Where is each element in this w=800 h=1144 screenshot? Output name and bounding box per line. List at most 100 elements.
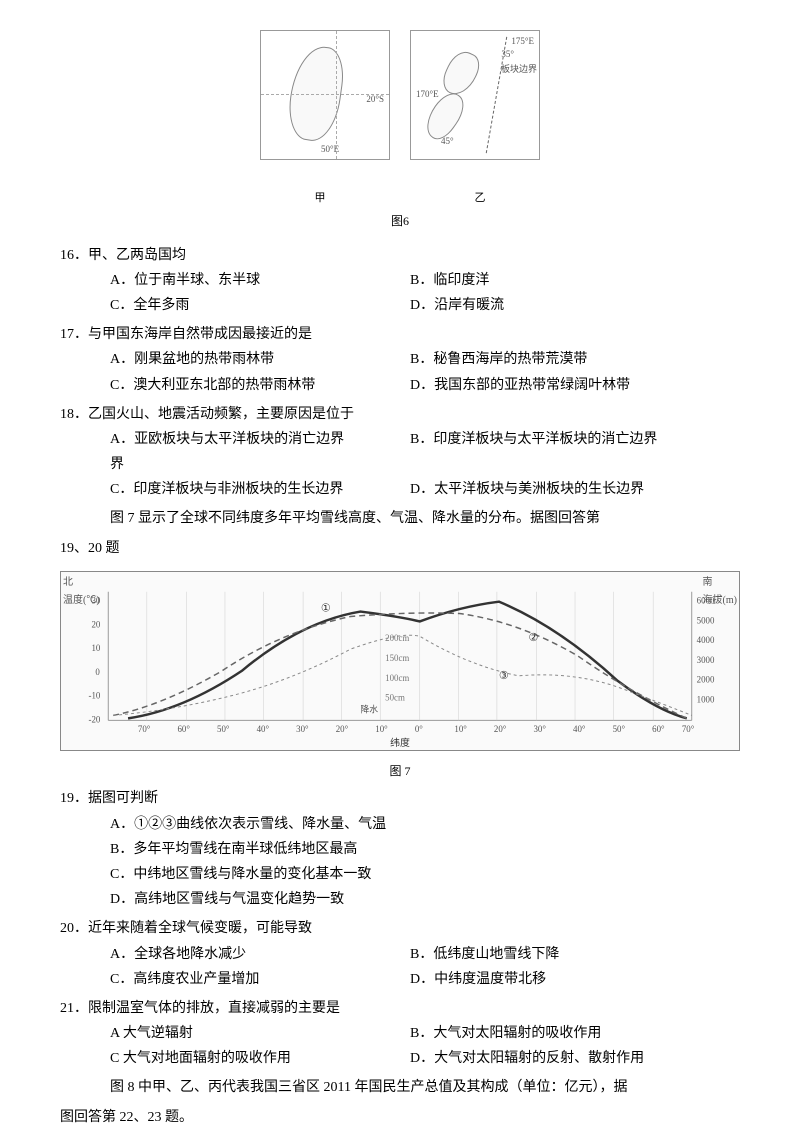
right-map-label: 乙 bbox=[475, 189, 486, 209]
q18-b-cont: 界 bbox=[110, 452, 410, 477]
marker-2: ② bbox=[529, 632, 539, 644]
svg-text:30°: 30° bbox=[296, 724, 309, 734]
svg-text:10: 10 bbox=[91, 643, 100, 653]
svg-text:3000: 3000 bbox=[697, 655, 715, 665]
q16-d: D．沿岸有暖流 bbox=[410, 293, 710, 318]
q17-b: B．秘鲁西海岸的热带荒漠带 bbox=[410, 347, 710, 372]
intro-22-23: 图 8 中甲、乙、丙代表我国三省区 2011 年国民生产总值及其构成（单位：亿元… bbox=[60, 1075, 740, 1100]
lon-line-left bbox=[336, 31, 337, 159]
figure-6-container: 20°S 50°E 175°E 35° 170°E 45° 板块边界 甲 乙 图… bbox=[60, 20, 740, 233]
q18-c: C．印度洋板块与非洲板块的生长边界 bbox=[110, 477, 410, 502]
precip-100: 100cm bbox=[385, 673, 409, 683]
svg-text:30°: 30° bbox=[534, 724, 547, 734]
question-18: 18．乙国火山、地震活动频繁，主要原因是位于 A．亚欧板块与太平洋板块的消亡边界… bbox=[60, 402, 740, 503]
question-19: 19．据图可判断 A．①②③曲线依次表示雪线、降水量、气温 B．多年平均雪线在南… bbox=[60, 786, 740, 912]
plate-boundary-line bbox=[486, 37, 507, 153]
svg-text:20°: 20° bbox=[336, 724, 349, 734]
q19-text: 据图可判断 bbox=[88, 791, 158, 806]
q21-b: B．大气对太阳辐射的吸收作用 bbox=[410, 1021, 710, 1046]
question-21: 21．限制温室气体的排放，直接减弱的主要是 A 大气逆辐射 B．大气对太阳辐射的… bbox=[60, 996, 740, 1072]
marker-3: ③ bbox=[499, 670, 509, 682]
svg-text:5000: 5000 bbox=[697, 615, 715, 625]
question-17: 17．与甲国东海岸自然带成因最接近的是 A．刚果盆地的热带雨林带 B．秘鲁西海岸… bbox=[60, 322, 740, 398]
q18-text: 乙国火山、地震活动频繁，主要原因是位于 bbox=[88, 407, 354, 422]
q16-a: A．位于南半球、东半球 bbox=[110, 268, 410, 293]
q19-num: 19． bbox=[60, 791, 88, 806]
q18-d: D．太平洋板块与美洲板块的生长边界 bbox=[410, 477, 710, 502]
y-right-label: 南海拔(m) bbox=[703, 574, 737, 610]
q19-b: B．多年平均雪线在南半球低纬地区最高 bbox=[60, 837, 740, 862]
map-sublabels: 甲 乙 bbox=[240, 189, 560, 209]
question-20: 20．近年来随着全球气候变暖，可能导致 A．全球各地降水减少 B．低纬度山地雪线… bbox=[60, 916, 740, 992]
lon-175e: 175°E bbox=[511, 33, 534, 49]
q21-d: D．大气对太阳辐射的反射、散射作用 bbox=[410, 1046, 710, 1071]
q18-a: A．亚欧板块与太平洋板块的消亡边界 bbox=[110, 427, 410, 452]
svg-text:10°: 10° bbox=[454, 724, 467, 734]
intro-19-20: 图 7 显示了全球不同纬度多年平均雪线高度、气温、降水量的分布。据图回答第 bbox=[60, 506, 740, 531]
svg-text:0: 0 bbox=[95, 667, 100, 677]
intro19-line2: 19、20 题 bbox=[60, 536, 740, 561]
svg-text:50°: 50° bbox=[217, 724, 230, 734]
q17-text: 与甲国东海岸自然带成因最接近的是 bbox=[88, 327, 312, 342]
q19-c: C．中纬地区雪线与降水量的变化基本一致 bbox=[60, 862, 740, 887]
lon-170e: 170°E bbox=[416, 86, 439, 102]
q17-a: A．刚果盆地的热带雨林带 bbox=[110, 347, 410, 372]
q21-num: 21． bbox=[60, 1001, 88, 1016]
figure-7-caption: 图 7 bbox=[60, 761, 740, 783]
q21-c: C 大气对地面辐射的吸收作用 bbox=[110, 1046, 410, 1071]
q20-num: 20． bbox=[60, 921, 88, 936]
intro19-line1: 图 7 显示了全球不同纬度多年平均雪线高度、气温、降水量的分布。据图回答第 bbox=[110, 511, 600, 526]
svg-text:40°: 40° bbox=[257, 724, 270, 734]
x-axis-label: 纬度 bbox=[390, 736, 410, 749]
svg-text:60°: 60° bbox=[178, 724, 191, 734]
map-left-panel: 20°S 50°E bbox=[260, 30, 390, 160]
question-16: 16．甲、乙两岛国均 A．位于南半球、东半球 B．临印度洋 C．全年多雨 D．沿… bbox=[60, 243, 740, 319]
map-right-panel: 175°E 35° 170°E 45° 板块边界 bbox=[410, 30, 540, 160]
svg-text:50°: 50° bbox=[613, 724, 626, 734]
q20-a: A．全球各地降水减少 bbox=[110, 942, 410, 967]
q17-d: D．我国东部的亚热带常绿阔叶林带 bbox=[410, 373, 710, 398]
lat-line-left bbox=[261, 94, 389, 95]
svg-text:1000: 1000 bbox=[697, 694, 715, 704]
svg-text:0°: 0° bbox=[415, 724, 423, 734]
figure-7-chart: 北温度(℃) 南海拔(m) ① ② ③ 200cm 150cm bbox=[60, 571, 740, 751]
lat-45: 45° bbox=[441, 133, 454, 149]
plate-boundary-label: 板块边界 bbox=[501, 61, 537, 77]
figure-6: 20°S 50°E 175°E 35° 170°E 45° 板块边界 bbox=[240, 20, 560, 180]
precip-150: 150cm bbox=[385, 653, 409, 663]
q16-text: 甲、乙两岛国均 bbox=[88, 248, 186, 263]
q20-d: D．中纬度温度带北移 bbox=[410, 967, 710, 992]
svg-text:70°: 70° bbox=[138, 724, 151, 734]
q19-d: D．高纬地区雪线与气温变化趋势一致 bbox=[60, 887, 740, 912]
q18-num: 18． bbox=[60, 407, 88, 422]
q20-text: 近年来随着全球气候变暖，可能导致 bbox=[88, 921, 312, 936]
y-left-label: 北温度(℃) bbox=[63, 574, 100, 610]
svg-text:10°: 10° bbox=[375, 724, 388, 734]
left-map-label: 甲 bbox=[315, 189, 326, 209]
q17-c: C．澳大利亚东北部的热带雨林带 bbox=[110, 373, 410, 398]
svg-text:20°: 20° bbox=[494, 724, 507, 734]
figure-6-caption: 图6 bbox=[60, 211, 740, 233]
svg-text:60°: 60° bbox=[652, 724, 665, 734]
q17-num: 17． bbox=[60, 327, 88, 342]
q20-c: C．高纬度农业产量增加 bbox=[110, 967, 410, 992]
q21-a: A 大气逆辐射 bbox=[110, 1021, 410, 1046]
marker-1: ① bbox=[321, 602, 331, 614]
svg-text:-10: -10 bbox=[89, 690, 101, 700]
q16-num: 16． bbox=[60, 248, 88, 263]
svg-text:4000: 4000 bbox=[697, 635, 715, 645]
q16-b: B．临印度洋 bbox=[410, 268, 710, 293]
x-ticks: 70°60°50°40°30°20°10°0°10°20°30°40°50°60… bbox=[138, 724, 695, 734]
precip-50: 50cm bbox=[385, 692, 405, 702]
svg-text:70°: 70° bbox=[682, 724, 695, 734]
q18-b: B．印度洋板块与太平洋板块的消亡边界 bbox=[410, 427, 710, 452]
y-left-ticks: -20-100102030 bbox=[89, 595, 101, 724]
precip-200: 200cm bbox=[385, 633, 409, 643]
precip-text: 降水 bbox=[360, 703, 378, 714]
chart-svg: ① ② ③ 200cm 150cm 100cm 50cm 降水 -20-1001… bbox=[61, 572, 739, 750]
island-right-north bbox=[438, 47, 484, 100]
q19-a: A．①②③曲线依次表示雪线、降水量、气温 bbox=[60, 812, 740, 837]
y-right-ticks: 100020003000400050006000 bbox=[697, 595, 715, 704]
intro22-line1: 图 8 中甲、乙、丙代表我国三省区 2011 年国民生产总值及其构成（单位：亿元… bbox=[110, 1080, 627, 1095]
q20-b: B．低纬度山地雪线下降 bbox=[410, 942, 710, 967]
